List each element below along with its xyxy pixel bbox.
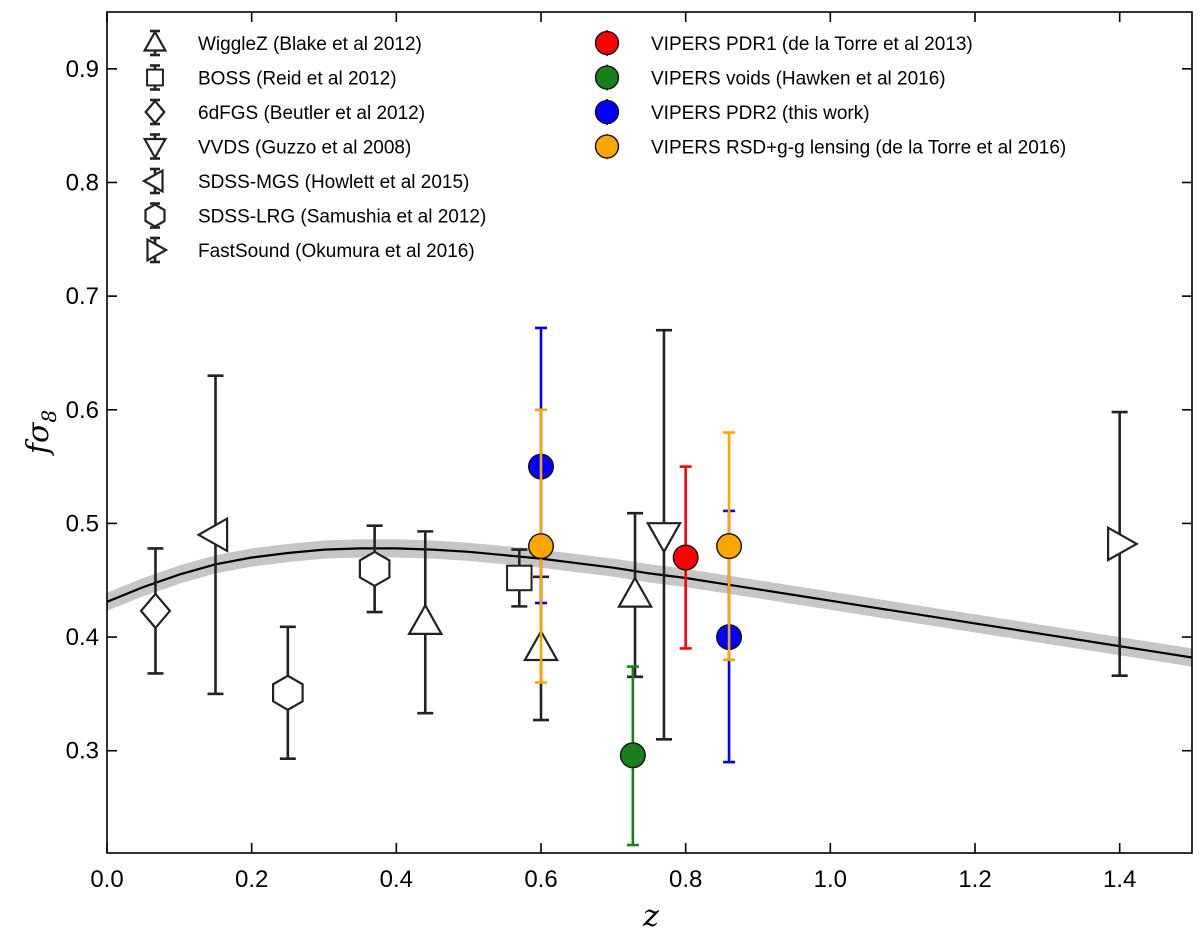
series-7 bbox=[672, 465, 699, 650]
legend-marker bbox=[594, 65, 620, 90]
x-tick-label: 0.0 bbox=[90, 866, 123, 893]
legend-marker bbox=[141, 168, 164, 194]
y-tick-label: 0.8 bbox=[66, 169, 99, 196]
y-tick-label: 0.3 bbox=[66, 738, 99, 765]
x-tick-label: 1.0 bbox=[814, 866, 847, 893]
x-tick-label: 0.6 bbox=[524, 866, 557, 893]
legend-label: BOSS (Reid et al 2012) bbox=[198, 69, 397, 90]
legend-label: SDSS-MGS (Howlett et al 2015) bbox=[198, 172, 469, 193]
data-point bbox=[1106, 525, 1139, 562]
data-point bbox=[716, 533, 743, 560]
legend-label: VVDS (Guzzo et al 2008) bbox=[198, 138, 411, 159]
x-tick-label: 1.2 bbox=[958, 866, 991, 893]
y-axis-title: fσ8 bbox=[21, 410, 61, 456]
legend-marker bbox=[594, 134, 620, 159]
data-point bbox=[672, 544, 699, 571]
data-point bbox=[528, 533, 555, 560]
series-8 bbox=[619, 665, 646, 847]
legend-marker bbox=[144, 99, 166, 125]
legend-marker bbox=[594, 30, 620, 56]
legend-label: VIPERS PDR2 (this work) bbox=[651, 103, 870, 124]
y-tick-label: 0.9 bbox=[66, 56, 99, 83]
data-point bbox=[645, 522, 682, 555]
legend-label: VIPERS voids (Hawken et al 2016) bbox=[651, 69, 946, 90]
data-point bbox=[619, 742, 646, 769]
legend-entry: VIPERS PDR1 (de la Torre et al 2013) bbox=[594, 30, 973, 56]
legend-marker bbox=[594, 99, 620, 125]
data-point bbox=[506, 564, 533, 592]
legend-entry: VVDS (Guzzo et al 2008) bbox=[142, 133, 411, 160]
legend-label: VIPERS PDR1 (de la Torre et al 2013) bbox=[651, 34, 973, 55]
y-axis-title-subscript: 8 bbox=[37, 410, 61, 423]
legend-entry: FastSound (Okumura et al 2016) bbox=[146, 236, 475, 264]
legend-entry: VIPERS RSD+g-g lensing (de la Torre et a… bbox=[594, 133, 1066, 160]
legend-marker bbox=[144, 203, 166, 228]
series-10 bbox=[528, 408, 743, 684]
plot-area bbox=[107, 326, 1192, 847]
legend-marker bbox=[146, 68, 164, 87]
x-tick-label: 0.2 bbox=[235, 866, 268, 893]
legend-label: SDSS-LRG (Samushia et al 2012) bbox=[198, 207, 486, 228]
x-axis-title: z bbox=[642, 899, 659, 934]
legend-label: VIPERS RSD+g-g lensing (de la Torre et a… bbox=[651, 138, 1066, 159]
series-5 bbox=[272, 524, 391, 760]
y-tick-label: 0.7 bbox=[66, 283, 99, 310]
y-tick-label: 0.5 bbox=[66, 510, 99, 537]
data-point bbox=[139, 592, 172, 630]
y-tick-label: 0.4 bbox=[66, 624, 99, 651]
data-point bbox=[196, 516, 229, 553]
series-1 bbox=[506, 548, 533, 608]
legend-marker bbox=[142, 29, 168, 52]
legend-entry: VIPERS voids (Hawken et al 2016) bbox=[594, 64, 946, 91]
x-tick-label: 0.8 bbox=[669, 866, 702, 893]
legend-label: FastSound (Okumura et al 2016) bbox=[198, 241, 475, 262]
legend-entry: VIPERS PDR2 (this work) bbox=[594, 99, 870, 125]
data-point bbox=[617, 575, 654, 608]
model-curve bbox=[107, 547, 1192, 659]
series-4 bbox=[196, 374, 229, 696]
x-tick-label: 0.4 bbox=[380, 866, 413, 893]
data-point bbox=[358, 550, 391, 588]
legend-label: 6dFGS (Beutler et al 2012) bbox=[198, 103, 425, 124]
legend-entry: SDSS-LRG (Samushia et al 2012) bbox=[144, 202, 486, 229]
model-uncertainty-band bbox=[107, 539, 1192, 667]
x-tick-label: 1.4 bbox=[1103, 866, 1136, 893]
axes-ticks: 0.0 0.2 0.4 0.6 0.8 1.0 1.2 1.4 0.3 0.4 0.5 0.6 0.7 0… bbox=[66, 12, 1192, 893]
y-tick-label: 0.6 bbox=[66, 397, 99, 424]
legend-entry: WiggleZ (Blake et al 2012) bbox=[142, 29, 422, 57]
series-6 bbox=[1106, 410, 1139, 678]
plot-frame bbox=[106, 11, 1193, 854]
plot-content bbox=[107, 326, 1192, 847]
legend: WiggleZ (Blake et al 2012) BOSS (Reid et … bbox=[141, 29, 1066, 264]
data-point bbox=[272, 674, 304, 712]
legend-label: WiggleZ (Blake et al 2012) bbox=[198, 34, 422, 55]
legend-marker bbox=[146, 237, 169, 263]
data-point bbox=[407, 603, 444, 636]
legend-entry: SDSS-MGS (Howlett et al 2015) bbox=[141, 167, 469, 195]
legend-entry: 6dFGS (Beutler et al 2012) bbox=[144, 98, 425, 126]
series-3 bbox=[645, 328, 682, 741]
legend-marker bbox=[142, 137, 168, 160]
series-2 bbox=[139, 547, 172, 675]
y-axis-title-main: fσ bbox=[21, 421, 56, 456]
legend-entry: BOSS (Reid et al 2012) bbox=[146, 64, 397, 91]
